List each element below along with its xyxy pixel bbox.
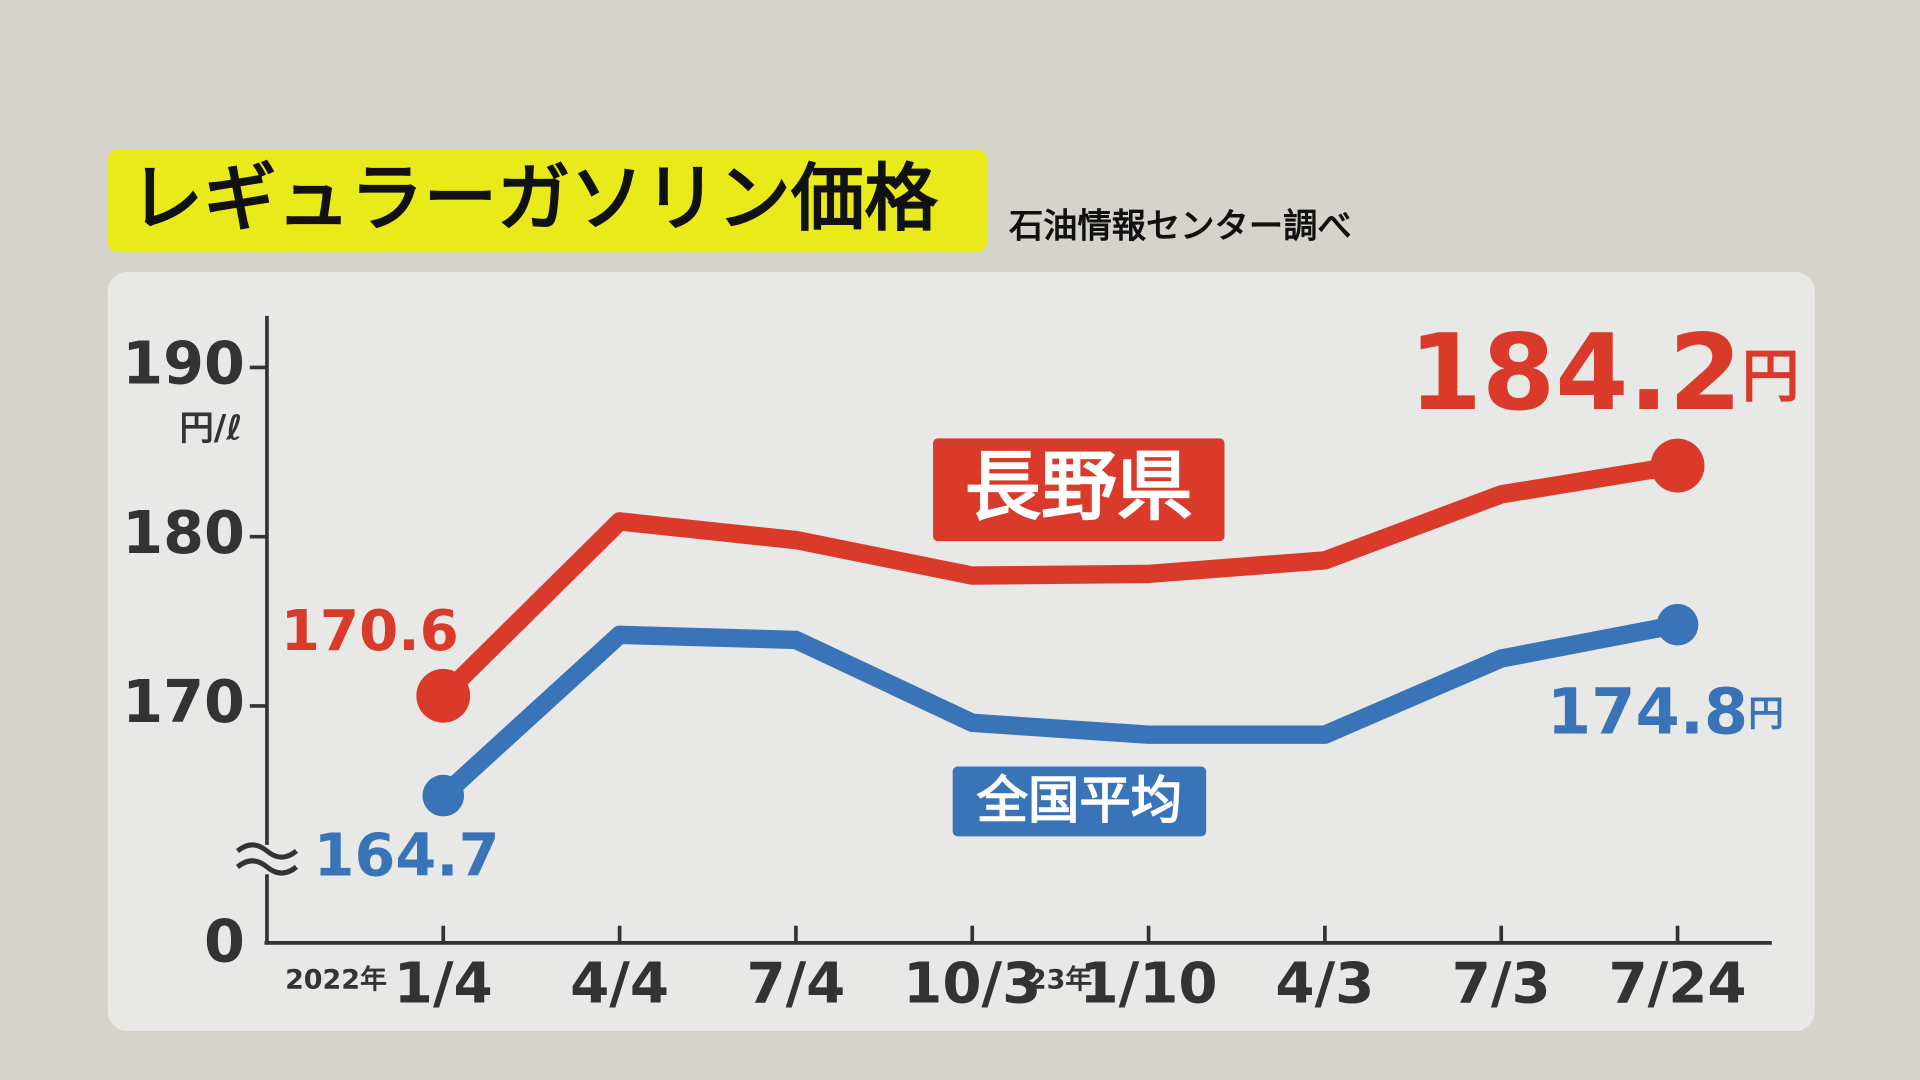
- y-break-label: 0: [204, 906, 245, 975]
- x-tick-label: 7/4: [746, 952, 845, 1017]
- point-marker: [1650, 438, 1705, 493]
- x-tick-label: 4/4: [570, 952, 669, 1017]
- series-line: [434, 615, 1687, 805]
- y-tick-label: 190: [122, 329, 245, 398]
- x-tick-label: 7/24: [1608, 952, 1746, 1017]
- plot-panel: [107, 271, 1815, 1032]
- value-label: 164.7: [314, 820, 500, 889]
- title-box: [107, 149, 987, 253]
- x-tick-label: 1/10: [1080, 952, 1218, 1017]
- series-name-box: [952, 766, 1207, 837]
- year-label: 2022年: [285, 963, 387, 995]
- year-label: 23年: [1028, 963, 1092, 995]
- value-label: 174.8円: [1547, 675, 1784, 749]
- axis-break-symbol: [235, 842, 298, 876]
- y-unit-label: 円/ℓ: [179, 408, 242, 448]
- series-name: 全国平均: [976, 771, 1183, 831]
- x-tick-label: 4/3: [1275, 952, 1374, 1017]
- chart-subtitle: 石油情報センター調べ: [1008, 206, 1352, 246]
- value-label: 184.2円: [1409, 311, 1800, 434]
- y-tick-label: 180: [122, 498, 245, 567]
- x-tick-label: 10/3: [903, 952, 1041, 1017]
- series-name: 長野県: [965, 443, 1193, 531]
- y-tick-label: 170: [122, 667, 245, 736]
- point-marker: [416, 668, 471, 723]
- point-marker: [1656, 603, 1699, 646]
- point-marker: [422, 774, 465, 817]
- chart-title: レギュラーガソリン価格: [130, 156, 939, 241]
- x-tick-label: 7/3: [1452, 952, 1551, 1017]
- series-name-box: [933, 438, 1225, 542]
- value-label: 170.6: [281, 599, 459, 664]
- x-tick-label: 1/4: [394, 952, 493, 1017]
- series-line: [434, 456, 1687, 705]
